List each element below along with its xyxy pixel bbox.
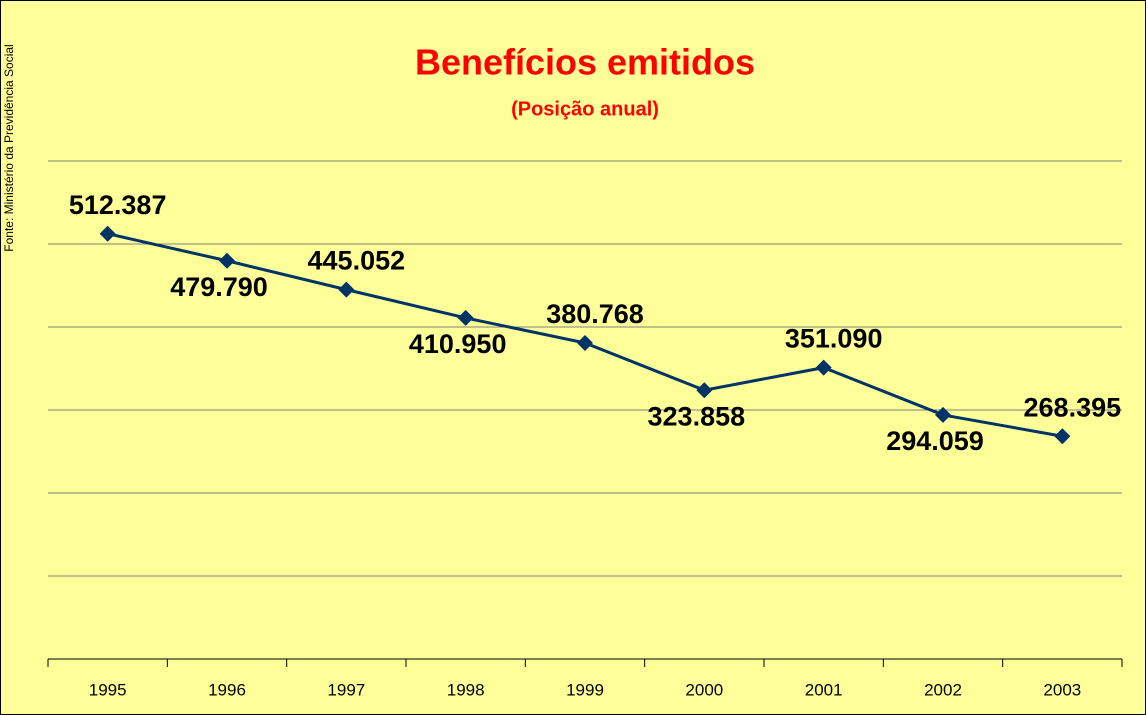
x-tick-label: 2002 <box>924 680 962 699</box>
chart-subtitle: (Posição anual) <box>511 98 659 120</box>
x-tick-label: 2001 <box>805 680 843 699</box>
source-note: Fonte: Ministério da Previdência Social <box>2 44 16 251</box>
marker <box>457 309 474 326</box>
marker <box>815 359 832 376</box>
x-tick-label: 2000 <box>685 680 723 699</box>
data-label: 479.790 <box>170 272 268 302</box>
marker <box>338 281 355 298</box>
x-tick-label: 1996 <box>208 680 246 699</box>
marker <box>219 252 235 269</box>
data-label: 323.858 <box>648 401 746 431</box>
x-tick-label: 1999 <box>566 680 604 699</box>
data-label: 294.059 <box>886 426 984 456</box>
x-tick-label: 2003 <box>1043 680 1081 699</box>
marker <box>577 334 593 351</box>
x-tick-label: 1995 <box>89 680 127 699</box>
data-label: 512.387 <box>69 190 167 220</box>
marker <box>935 406 951 423</box>
marker <box>696 382 713 399</box>
data-label: 445.052 <box>308 246 406 276</box>
x-tick-label: 1997 <box>327 680 365 699</box>
marker <box>1054 428 1071 445</box>
chart-title: Benefícios emitidos <box>415 42 755 83</box>
data-label: 380.768 <box>546 299 644 329</box>
data-label: 351.090 <box>785 324 883 354</box>
x-tick-label: 1998 <box>447 680 485 699</box>
data-label: 410.950 <box>409 329 507 359</box>
data-label: 268.395 <box>1024 392 1122 422</box>
marker <box>99 225 116 242</box>
